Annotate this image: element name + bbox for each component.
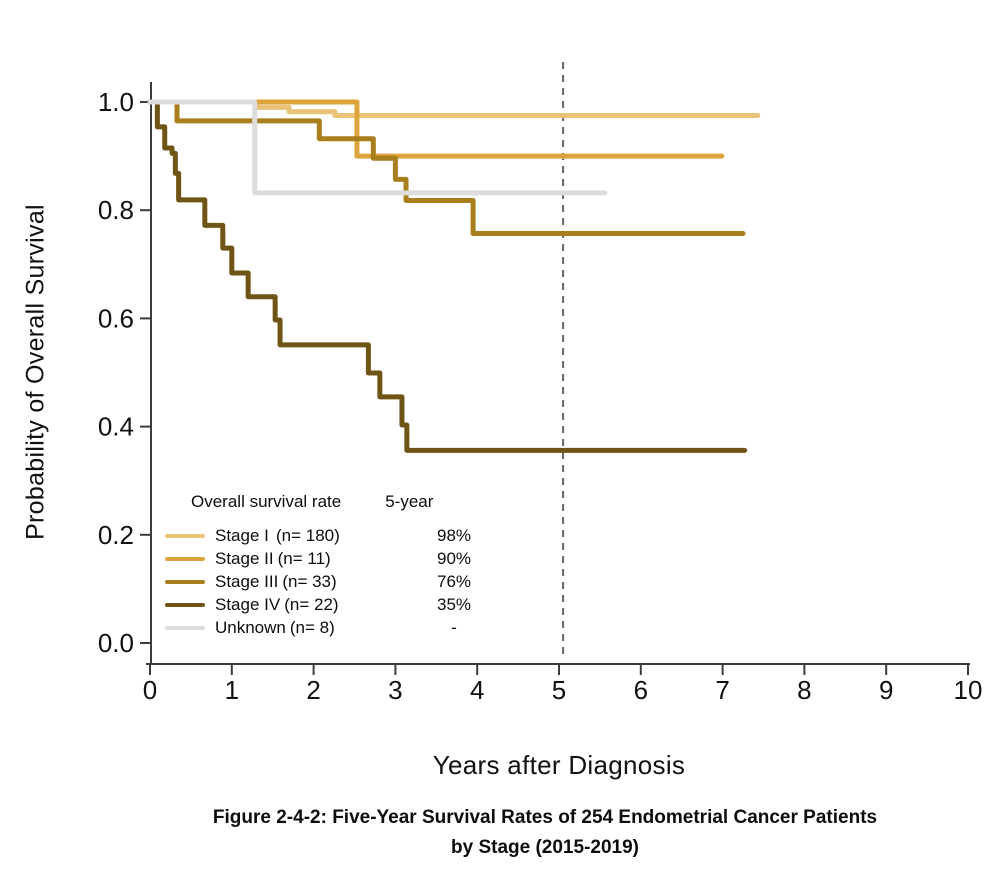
legend-row-stage-iii: Stage III (n= 33) 76% <box>165 570 490 593</box>
survival-curve-stage-iv <box>147 99 748 453</box>
legend-title: Overall survival rate <box>191 492 342 511</box>
legend-series-name: Stage III <box>215 571 279 591</box>
x-tick-label: 4 <box>470 675 484 705</box>
legend: Overall survival rate 5-year Stage I (n= … <box>165 492 490 639</box>
legend-rows: Stage I (n= 180) 98% Stage II (n= 11) 90% Stag… <box>165 524 490 639</box>
legend-row-stage-iv: Stage IV (n= 22) 35% <box>165 593 490 616</box>
survival-curve-stage-iii <box>147 99 746 236</box>
y-tick-label: 0.2 <box>98 520 134 550</box>
x-tick-label: 7 <box>715 675 729 705</box>
legend-series-name: Stage II <box>215 548 274 568</box>
legend-series-rate: 90% <box>436 548 472 568</box>
caption-line-2: by Stage (2015-2019) <box>451 837 639 858</box>
x-tick-label: 0 <box>143 675 157 705</box>
legend-swatch <box>165 625 205 630</box>
y-tick-label: 1.0 <box>98 87 134 117</box>
legend-series-count: (n= 11) <box>277 548 331 568</box>
legend-swatch <box>165 579 205 584</box>
y-tick-label: 0.4 <box>98 412 134 442</box>
legend-series-rate: 76% <box>436 571 472 591</box>
survival-chart: 0.0 0.2 0.4 0.6 0.8 1.0 0 1 2 3 4 5 6 7 8 9 10 <box>98 62 983 705</box>
x-tick-label: 8 <box>797 675 811 705</box>
legend-series-count: (n= 33) <box>282 571 337 591</box>
legend-swatch <box>165 602 205 607</box>
legend-series-rate: 35% <box>436 594 472 614</box>
legend-swatch <box>165 533 205 538</box>
legend-row-stage-ii: Stage II (n= 11) 90% <box>165 547 490 570</box>
legend-series-rate: - <box>451 617 457 637</box>
survival-curve-stage-ii <box>147 99 725 159</box>
y-tick-label: 0.6 <box>98 303 134 333</box>
x-tick-label: 2 <box>306 675 320 705</box>
legend-series-name: Stage IV <box>215 594 281 614</box>
survival-curve-unknown <box>147 99 608 196</box>
legend-series-count: (n= 180) <box>276 525 340 545</box>
figure-caption: Figure 2-4-2: Five-Year Survival Rates o… <box>90 803 1000 863</box>
legend-series-rate: 98% <box>436 525 472 545</box>
legend-rate-header: 5-year <box>385 492 434 511</box>
x-tick-label: 1 <box>225 675 239 705</box>
y-tick-label: 0.8 <box>98 195 134 225</box>
x-axis-title-text: Years after Diagnosis <box>432 750 686 780</box>
x-tick-label: 9 <box>879 675 893 705</box>
legend-swatch <box>165 556 205 561</box>
legend-series-name: Stage I <box>215 525 269 545</box>
x-tick-label: 3 <box>388 675 402 705</box>
y-tick-label: 0.0 <box>98 628 134 658</box>
x-tick-label: 5 <box>552 675 566 705</box>
y-axis-title-text: Probability of Overall Survival <box>21 204 50 540</box>
legend-row-stage-i: Stage I (n= 180) 98% <box>165 524 490 547</box>
legend-header: Overall survival rate 5-year <box>165 492 490 512</box>
caption-line-1: Figure 2-4-2: Five-Year Survival Rates o… <box>212 807 878 828</box>
legend-series-name: Unknown <box>215 617 286 637</box>
x-tick-label: 10 <box>954 675 983 705</box>
legend-series-count: (n= 22) <box>284 594 339 614</box>
legend-series-count: (n= 8) <box>289 617 335 637</box>
x-tick-label: 6 <box>634 675 648 705</box>
legend-row-unknown: Unknown (n= 8) - <box>165 616 490 639</box>
x-axis-title: Years after Diagnosis <box>150 750 968 781</box>
